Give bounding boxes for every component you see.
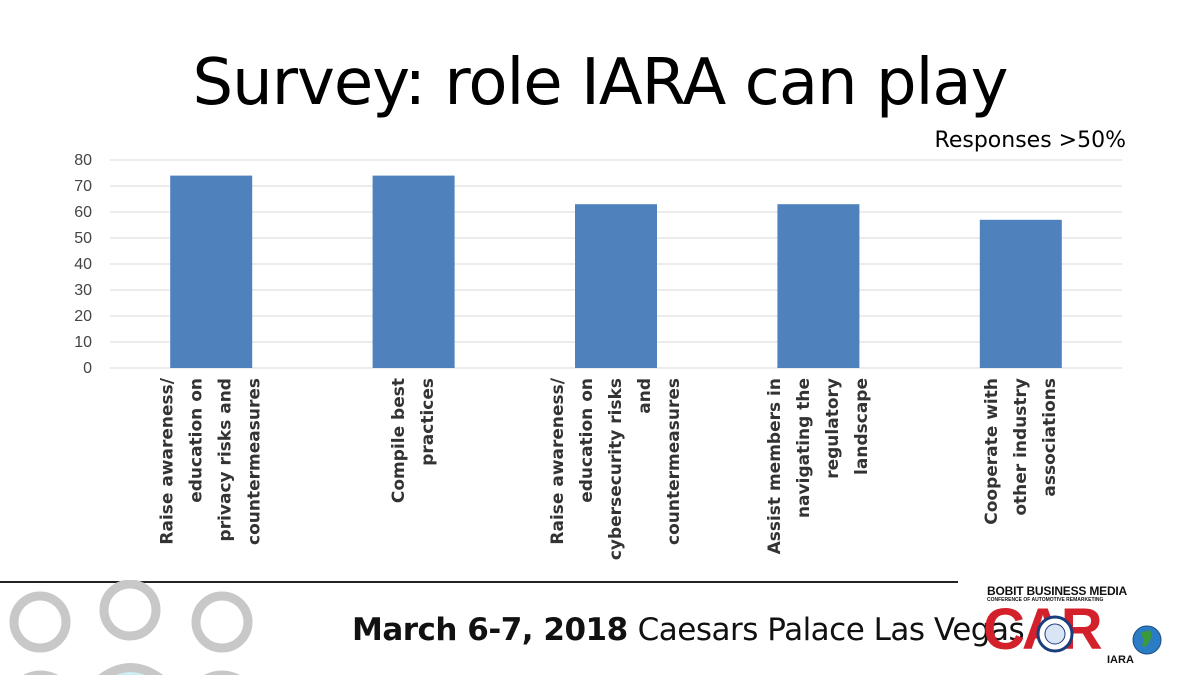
- bar: [777, 204, 860, 368]
- logo-publisher: BOBIT BUSINESS MEDIA: [987, 584, 1128, 598]
- category-label-line: practices: [418, 378, 438, 466]
- category-label-line: privacy risks and: [216, 378, 236, 541]
- category-label-line: Cooperate with: [982, 378, 1002, 525]
- category-label-line: education on: [187, 378, 207, 503]
- category-label-line: countermeasures: [664, 378, 684, 545]
- category-label: Cooperate with other industry associations: [982, 378, 1060, 525]
- category-label-line: and: [635, 378, 655, 414]
- chart-subtitle: Responses >50%: [934, 128, 1126, 153]
- y-tick-label: 30: [74, 282, 92, 299]
- event-date: March 6-7, 2018: [352, 612, 628, 648]
- category-label-line: navigating the: [794, 378, 814, 518]
- category-label-line: associations: [1040, 378, 1060, 497]
- y-tick-label: 60: [74, 204, 92, 221]
- category-label-line: Raise awareness/: [548, 377, 568, 544]
- category-label: Raise awareness/education on cybersecurit…: [548, 377, 684, 560]
- y-tick-label: 40: [74, 256, 92, 273]
- category-label-line: education on: [577, 378, 597, 503]
- footer-divider: [0, 581, 958, 583]
- category-label-line: landscape: [852, 378, 872, 475]
- y-tick-label: 80: [74, 152, 92, 169]
- y-tick-label: 50: [74, 230, 92, 247]
- y-tick-label: 0: [83, 360, 92, 377]
- car-conference-logo: BOBIT BUSINESS MEDIA CONFERENCE OF AUTOM…: [965, 584, 1165, 670]
- bar: [979, 219, 1062, 368]
- event-info: March 6-7, 2018 Caesars Palace Las Vegas: [352, 612, 1025, 648]
- category-label: Raise awareness/education on privacy risk…: [158, 377, 265, 545]
- category-label-line: countermeasures: [245, 378, 265, 545]
- globe-icon: [1132, 625, 1162, 655]
- bars: [170, 175, 1062, 368]
- bar-chart: 0 10 20 30 40 50 60 70 80 Raise awareness/educat…: [74, 152, 1122, 560]
- y-tick-label: 10: [74, 334, 92, 351]
- category-label-line: Raise awareness/: [158, 377, 178, 544]
- event-venue: Caesars Palace Las Vegas: [637, 612, 1025, 648]
- naaa-seal-icon: [1036, 615, 1074, 653]
- bar: [575, 204, 657, 368]
- bar: [372, 175, 455, 368]
- category-labels: Raise awareness/education on privacy risk…: [158, 377, 1060, 560]
- people-graphic-icon: [9, 580, 253, 675]
- category-label-line: Assist members in: [765, 378, 785, 554]
- category-label-line: other industry: [1011, 378, 1031, 516]
- category-label: Compile best practices: [389, 378, 438, 503]
- category-label-line: cybersecurity risks: [606, 378, 626, 560]
- category-label-line: regulatory: [823, 378, 843, 479]
- logo-conference-name: CONFERENCE OF AUTOMOTIVE REMARKETING: [987, 597, 1104, 603]
- slide-title: Survey: role IARA can play: [192, 46, 1009, 120]
- y-tick-label: 20: [74, 308, 92, 325]
- category-label-line: Compile best: [389, 378, 409, 503]
- y-tick-label: 70: [74, 178, 92, 195]
- category-label: Assist members in navigating the regulator…: [765, 378, 872, 554]
- bar: [170, 175, 253, 368]
- y-axis-ticks: 0 10 20 30 40 50 60 70 80: [74, 152, 92, 377]
- logo-partner: IARA: [1107, 654, 1134, 666]
